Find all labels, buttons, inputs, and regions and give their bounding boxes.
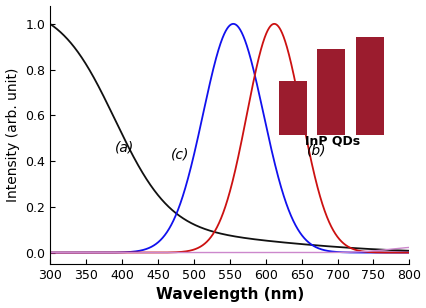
Text: (c): (c): [170, 148, 189, 162]
Text: (a): (a): [115, 141, 134, 155]
Y-axis label: Intensity (arb. unit): Intensity (arb. unit): [6, 67, 20, 202]
Text: InP QDs: InP QDs: [304, 135, 359, 148]
Text: (b): (b): [306, 143, 325, 157]
X-axis label: Wavelength (nm): Wavelength (nm): [155, 287, 303, 302]
